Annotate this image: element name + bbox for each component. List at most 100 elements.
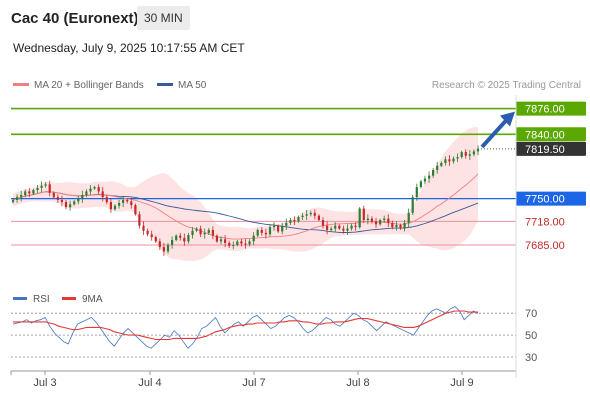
candle <box>105 197 108 203</box>
candle <box>179 235 182 238</box>
price-level-label: 7685.00 <box>525 240 565 252</box>
candle <box>199 228 202 235</box>
x-tick-label: Jul 9 <box>450 377 473 389</box>
candle <box>460 152 463 158</box>
candle <box>330 228 333 230</box>
candle <box>268 227 272 235</box>
bollinger-band <box>13 127 478 261</box>
candle <box>56 197 59 200</box>
rsi-ma-legend-label: 9MA <box>82 294 103 305</box>
candle <box>289 220 292 223</box>
candle <box>130 201 133 205</box>
candle <box>370 218 373 222</box>
candle <box>85 191 88 195</box>
candle <box>240 241 243 244</box>
candle <box>391 222 394 228</box>
candle <box>428 175 431 179</box>
candle <box>162 247 165 252</box>
price-level-label: 7750.00 <box>525 194 565 206</box>
rsi-tick-label: 70 <box>525 308 537 320</box>
candle <box>142 225 145 231</box>
candle <box>73 201 76 205</box>
candle <box>273 225 276 228</box>
candle <box>362 208 365 220</box>
candle <box>44 184 47 186</box>
candle <box>379 220 382 225</box>
candle <box>219 239 223 242</box>
candle <box>64 202 68 208</box>
x-tick-label: Jul 8 <box>346 377 369 389</box>
candle <box>444 159 447 163</box>
candle <box>399 225 402 229</box>
candle <box>183 237 186 242</box>
interval-badge[interactable]: 30 MIN <box>137 6 190 30</box>
price-level-label: 7819.50 <box>525 144 565 156</box>
candle <box>317 215 320 220</box>
candle <box>301 215 304 218</box>
candle <box>342 228 345 231</box>
candle <box>113 205 117 210</box>
candle <box>93 187 96 189</box>
candle <box>464 152 467 156</box>
candle <box>203 232 206 235</box>
candle <box>334 225 337 229</box>
candle <box>309 212 312 215</box>
candle <box>187 235 190 242</box>
candle <box>166 245 170 252</box>
candle <box>77 198 80 202</box>
candle <box>28 191 31 194</box>
candle <box>374 221 378 225</box>
candle <box>20 195 23 198</box>
candle <box>407 212 410 223</box>
x-tick-label: Jul 7 <box>242 377 265 389</box>
candle <box>326 225 329 230</box>
candle <box>89 188 92 192</box>
candle <box>158 241 161 248</box>
candle <box>440 162 443 166</box>
title-row: Cac 40 (Euronext) 30 MIN <box>0 6 590 32</box>
x-tick-label: Jul 3 <box>33 377 56 389</box>
ma20-swatch <box>13 82 29 86</box>
candle <box>354 225 357 228</box>
rsi-ma-legend-swatch <box>62 297 76 300</box>
candle <box>285 222 288 226</box>
candle <box>403 222 406 229</box>
legend-ma50: MA 50 <box>157 80 206 92</box>
candle <box>244 243 247 245</box>
candle <box>252 235 255 242</box>
candle <box>118 202 121 206</box>
candle <box>122 200 125 203</box>
candle <box>346 228 349 231</box>
candle <box>236 241 239 245</box>
rsi-tick-label: 50 <box>525 330 537 342</box>
candle <box>260 230 263 233</box>
candle <box>138 214 141 226</box>
candle <box>24 191 27 195</box>
candle <box>472 151 475 155</box>
candle <box>16 197 19 200</box>
candle <box>150 234 153 238</box>
rsi-legend-swatch <box>13 297 27 300</box>
candle <box>305 214 308 216</box>
candle <box>97 187 100 192</box>
target-arrow <box>480 119 508 149</box>
candle <box>456 157 459 159</box>
candle <box>211 230 214 236</box>
candle <box>436 165 439 170</box>
candle <box>338 225 341 229</box>
rsi-legend-label: RSI <box>33 294 50 305</box>
candle <box>297 217 300 222</box>
candle <box>232 245 235 246</box>
candle <box>32 190 35 194</box>
price-level-label: 7876.00 <box>525 104 565 116</box>
candle <box>432 170 435 176</box>
candle <box>69 204 72 208</box>
candle <box>36 187 39 190</box>
candle <box>154 237 157 242</box>
x-tick-label: Jul 4 <box>138 377 161 389</box>
ma50-swatch <box>157 82 173 86</box>
price-level-label: 7840.00 <box>525 129 565 141</box>
legend-ma20-label: MA 20 + Bollinger Bands <box>34 80 144 91</box>
candle <box>395 225 398 228</box>
